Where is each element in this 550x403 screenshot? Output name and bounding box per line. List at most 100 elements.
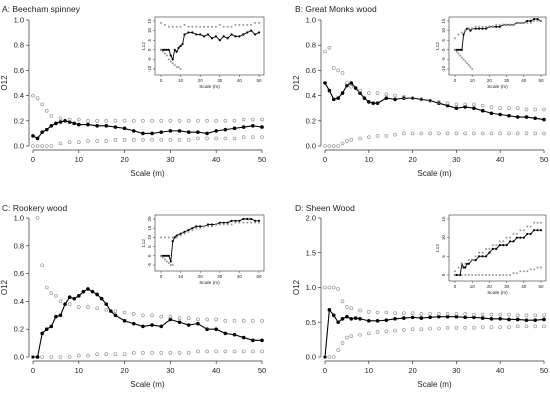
envelope-point	[122, 310, 127, 315]
y-tick-label: 0.6	[306, 66, 316, 75]
x-tick-label: 0	[31, 366, 35, 375]
inset-observed-point	[167, 48, 170, 51]
inset-observed-point	[488, 251, 491, 254]
inset-observed-point	[179, 232, 182, 235]
x-tick-label: 50	[258, 155, 266, 164]
inset-x-axis-label: Scale (m)	[199, 84, 220, 90]
envelope-point	[366, 91, 371, 95]
envelope-point	[349, 334, 354, 338]
inset-observed-point	[469, 29, 472, 32]
observed-point	[384, 318, 389, 322]
envelope-point	[141, 119, 145, 123]
observed-point	[168, 317, 173, 322]
inset-x-tick-label: 10	[470, 78, 476, 83]
observed-point	[336, 96, 340, 100]
inset-envelope-point	[460, 56, 463, 59]
envelope-point	[498, 325, 503, 329]
x-tick-label: 50	[540, 366, 548, 375]
envelope-point	[472, 326, 476, 330]
inset-observed-point	[512, 240, 515, 243]
inset-observed-point	[474, 258, 477, 262]
x-tick-label: 10	[365, 366, 373, 375]
observed-point	[331, 97, 336, 102]
observed-point	[141, 131, 145, 136]
inset-envelope-point	[171, 25, 174, 28]
inset-envelope-point	[540, 221, 542, 224]
observed-point	[131, 129, 136, 133]
envelope-point	[86, 139, 90, 143]
observed-point	[402, 316, 406, 320]
inset-envelope-point	[536, 221, 539, 224]
envelope-point	[223, 136, 228, 141]
envelope-point	[336, 287, 340, 291]
inset-observed-point	[191, 227, 194, 230]
inset-envelope-point	[481, 274, 484, 276]
observed-point	[384, 96, 389, 100]
observed-line	[324, 82, 545, 121]
inset-observed-point	[457, 48, 460, 51]
inset-envelope-point	[471, 274, 474, 276]
envelope-point	[345, 139, 349, 143]
inset-envelope-point	[462, 58, 465, 61]
envelope-point	[113, 352, 118, 357]
inset-envelope-point	[171, 236, 174, 239]
observed-point	[480, 316, 485, 320]
inset-observed-point	[242, 33, 245, 36]
observed-point	[150, 131, 154, 136]
observed-point	[331, 313, 336, 318]
envelope-point	[345, 81, 349, 85]
inset-envelope-point	[226, 223, 229, 226]
inset-envelope-point	[540, 266, 542, 269]
inset-observed-point	[477, 255, 481, 258]
y-tick-label: 2.0	[306, 214, 316, 223]
envelope-point	[349, 84, 354, 89]
inset-envelope-point	[163, 258, 166, 261]
envelope-point	[113, 119, 118, 123]
envelope-point	[366, 310, 371, 314]
observed-point	[362, 96, 367, 100]
y-tick-label: 0.2	[306, 116, 316, 125]
inset-y-tick-label: 5	[147, 245, 152, 248]
observed-point	[371, 101, 375, 105]
envelope-point	[260, 117, 264, 122]
observed-point	[205, 327, 209, 332]
inset-observed-point	[464, 266, 467, 269]
envelope-point	[358, 88, 362, 93]
observed-point	[49, 324, 54, 329]
envelope-point	[241, 349, 246, 354]
envelope-point	[340, 71, 345, 75]
inset-observed-point	[459, 273, 462, 277]
envelope-point	[393, 132, 397, 137]
envelope-point	[122, 137, 127, 142]
envelope-point	[402, 131, 406, 136]
y-tick-label: 1.0	[14, 214, 24, 223]
x-tick-label: 30	[166, 366, 174, 375]
inset-observed-point	[539, 229, 543, 232]
inset-y-tick-label: -10	[147, 65, 152, 72]
envelope-point	[141, 137, 145, 142]
observed-point	[340, 91, 345, 95]
inset-y-axis-label: L12	[435, 42, 441, 50]
inset-envelope-point	[169, 264, 172, 266]
inset-envelope-point	[464, 29, 467, 32]
y-tick-label: 0.0	[306, 353, 316, 362]
x-tick-label: 10	[75, 155, 83, 164]
x-axis-label: Scale (m)	[417, 169, 452, 178]
envelope-point	[524, 313, 529, 318]
inset-y-tick-label: 15	[147, 18, 152, 24]
observed-point	[472, 106, 476, 110]
envelope-point	[104, 352, 109, 357]
inset-envelope-point	[222, 223, 225, 226]
inset-envelope-point	[163, 52, 166, 55]
envelope-point	[445, 101, 450, 105]
inset-y-tick-label: 5	[441, 255, 446, 258]
inset-y-axis-label: L12	[141, 239, 147, 247]
inset-observed-point	[526, 19, 529, 23]
envelope-point	[31, 355, 35, 359]
y-tick-label: 1.0	[14, 16, 24, 25]
inset-envelope-point	[467, 274, 470, 276]
envelope-point	[86, 119, 90, 123]
envelope-point	[542, 324, 546, 329]
observed-point	[533, 116, 538, 121]
